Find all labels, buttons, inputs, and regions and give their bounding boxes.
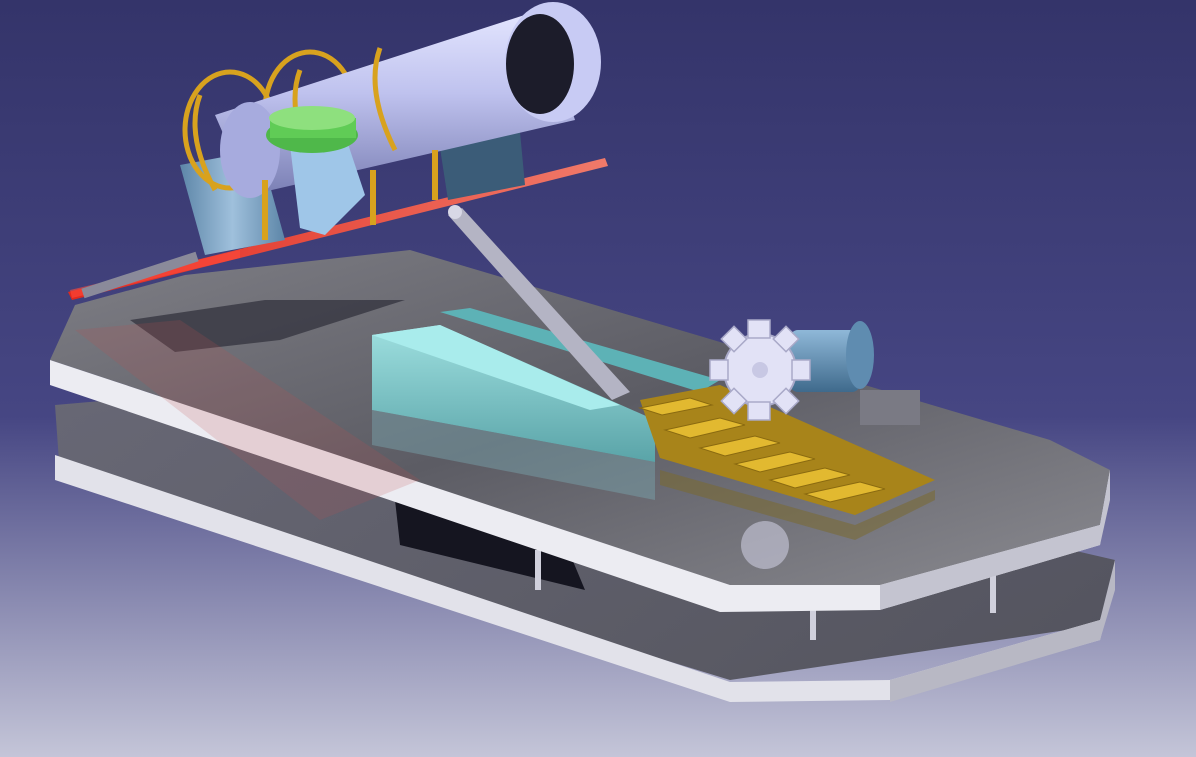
support-post	[990, 575, 996, 613]
linkage-rod	[448, 205, 630, 400]
pinion-gear	[709, 319, 811, 569]
bracket	[262, 150, 438, 240]
support-post	[810, 600, 816, 640]
nozzle	[266, 106, 365, 235]
gear-rack	[638, 385, 935, 540]
slide-block	[372, 308, 720, 500]
support-post	[535, 550, 541, 590]
